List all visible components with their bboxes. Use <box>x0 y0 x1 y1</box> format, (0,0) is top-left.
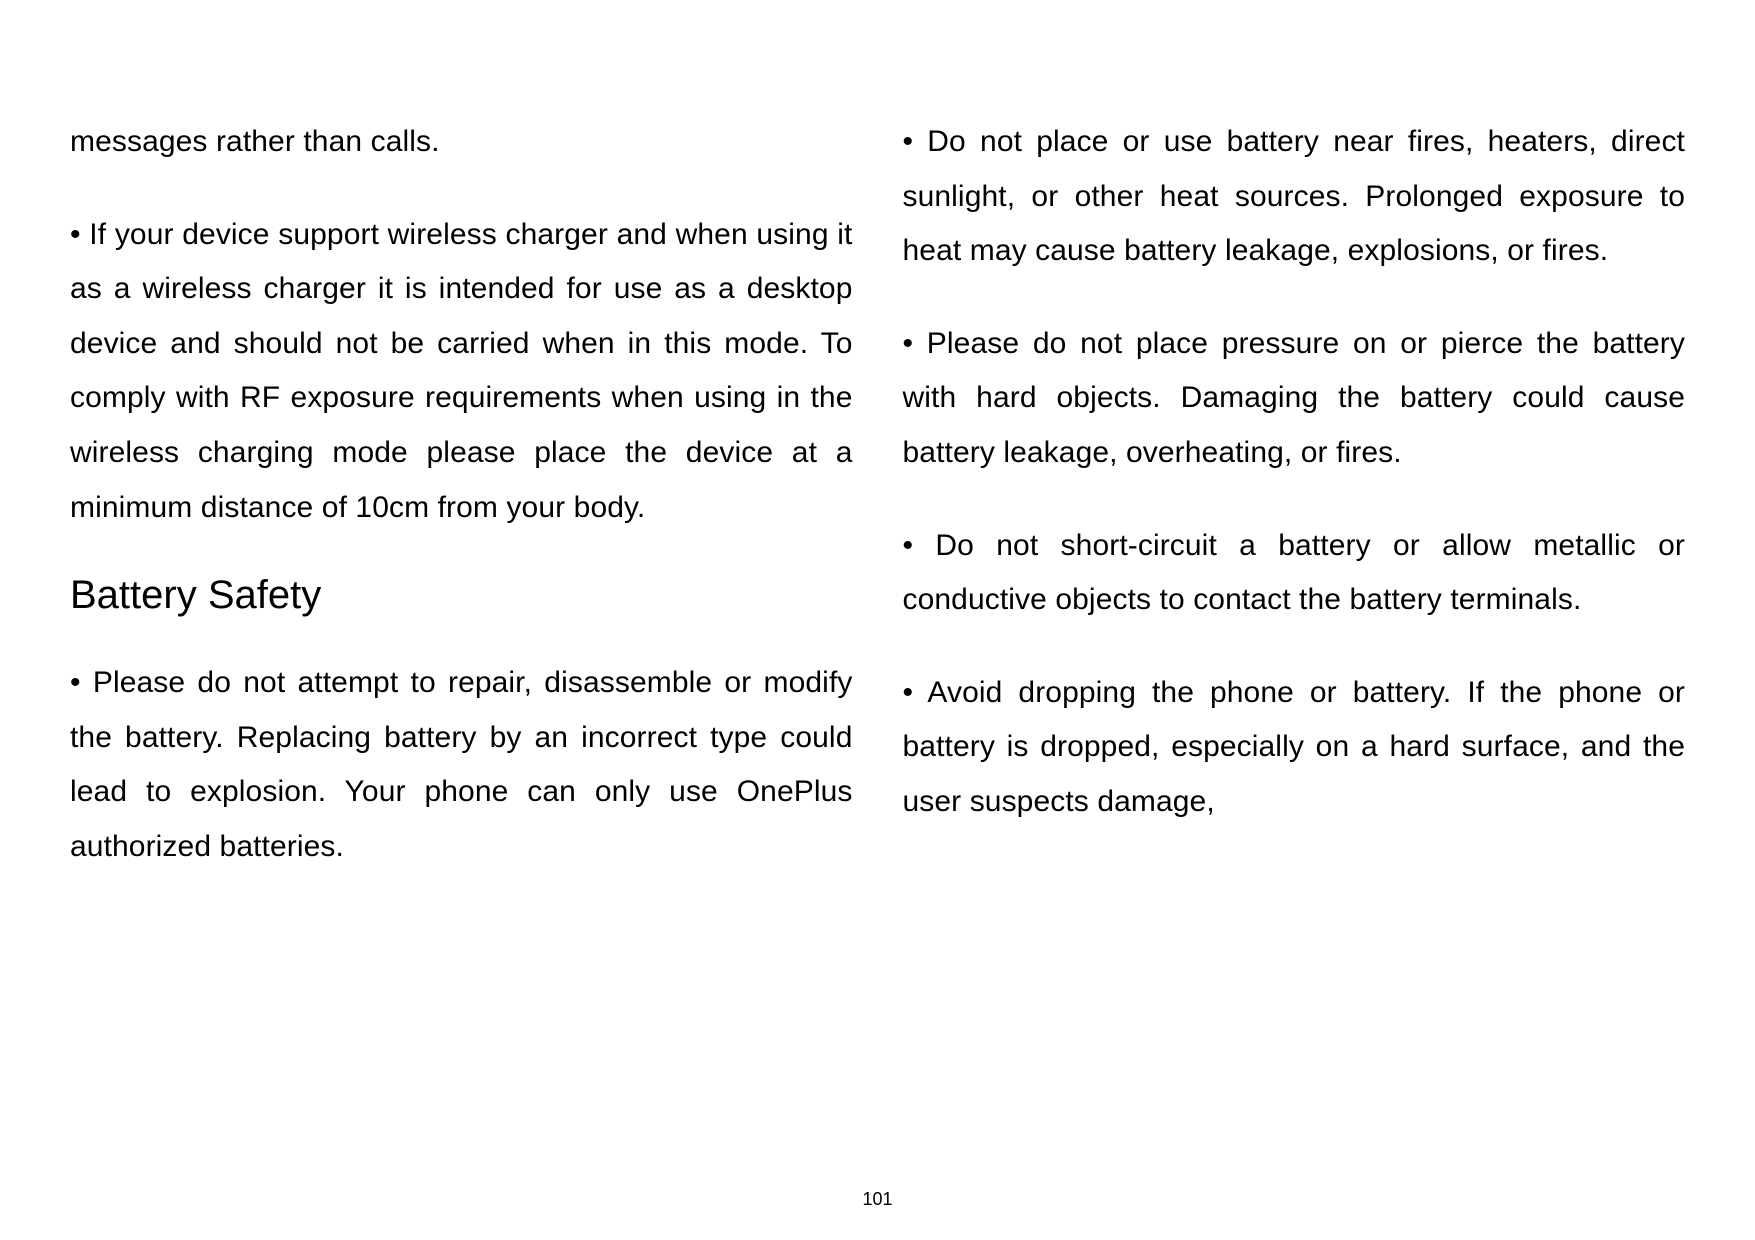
paragraph: • If your device support wireless charge… <box>70 208 853 536</box>
document-page: messages rather than calls. • If your de… <box>0 0 1755 1240</box>
paragraph: • Do not short-circuit a battery or allo… <box>903 519 1686 628</box>
left-column: messages rather than calls. • If your de… <box>70 115 853 1155</box>
page-number: 101 <box>0 1189 1755 1210</box>
paragraph: messages rather than calls. <box>70 115 853 170</box>
paragraph: • Avoid dropping the phone or battery. I… <box>903 666 1686 830</box>
two-column-layout: messages rather than calls. • If your de… <box>70 115 1685 1155</box>
paragraph: • Please do not place pressure on or pie… <box>903 317 1686 481</box>
paragraph: • Please do not attempt to repair, disas… <box>70 656 853 874</box>
section-heading-battery-safety: Battery Safety <box>70 573 853 618</box>
paragraph: • Do not place or use battery near fires… <box>903 115 1686 279</box>
right-column: • Do not place or use battery near fires… <box>903 115 1686 1155</box>
